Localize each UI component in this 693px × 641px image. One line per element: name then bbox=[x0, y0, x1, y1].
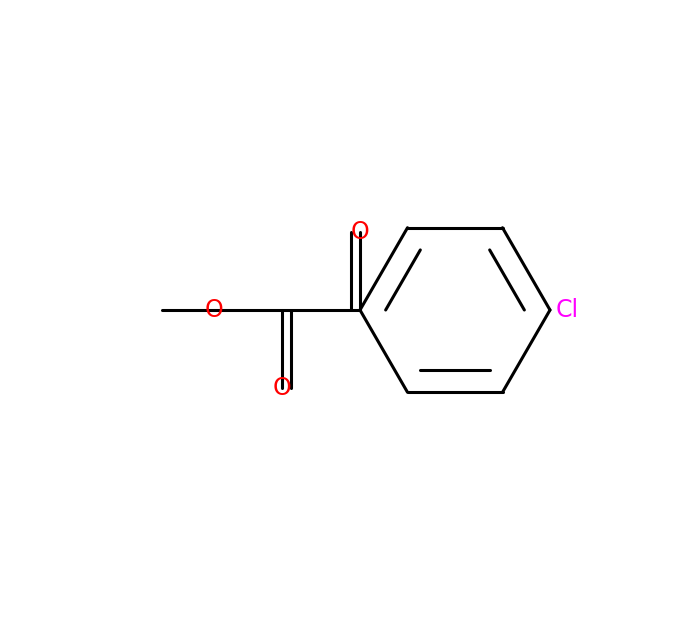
Text: Cl: Cl bbox=[556, 298, 579, 322]
Text: O: O bbox=[272, 376, 291, 400]
Text: O: O bbox=[204, 298, 223, 322]
Text: O: O bbox=[351, 220, 369, 244]
